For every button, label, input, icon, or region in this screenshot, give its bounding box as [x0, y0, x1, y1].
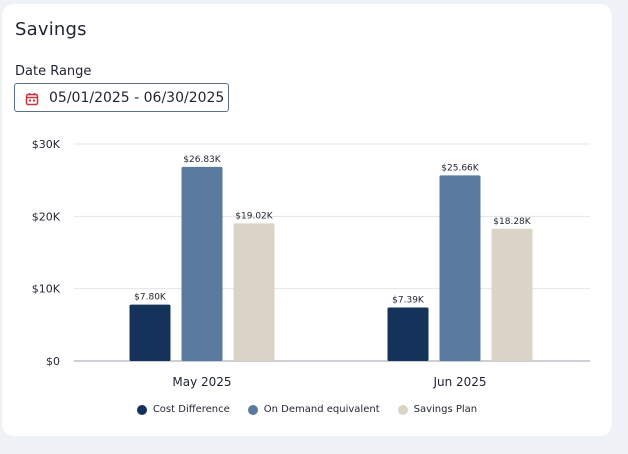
chart-legend: Cost Difference On Demand equivalent Savin…: [2, 404, 612, 415]
bar-data-label: $25.66K: [441, 163, 479, 173]
legend-item-cost-difference[interactable]: Cost Difference: [136, 404, 230, 415]
bar-data-label: $7.39K: [392, 296, 425, 306]
bar-data-label: $18.28K: [493, 217, 531, 227]
legend-item-on-demand-equivalent[interactable]: On Demand equivalent: [247, 404, 380, 415]
savings-card: Savings Date Range 05/01/2025 - 06/30/20…: [2, 4, 612, 436]
y-tick-label: $10K: [32, 283, 61, 296]
bar-on-demand-equivalent: [181, 166, 223, 361]
x-tick-label: May 2025: [172, 375, 231, 389]
bar-data-label: $19.02K: [235, 211, 273, 221]
legend-item-savings-plan[interactable]: Savings Plan: [397, 404, 478, 415]
bar-cost-difference: [129, 304, 171, 361]
bar-savings-plan: [491, 228, 533, 361]
legend-swatch: [136, 404, 147, 415]
date-range-value: 05/01/2025 - 06/30/2025: [49, 89, 225, 106]
card-title: Savings: [15, 19, 87, 40]
legend-label: Cost Difference: [152, 404, 230, 415]
savings-bar-chart: $0 $10K $20K $30K $7.80K $26.83K $19.02K May 20…: [32, 138, 590, 389]
bar-data-label: $7.80K: [134, 293, 167, 303]
calendar-icon: [25, 91, 39, 105]
x-tick-label: Jun 2025: [432, 375, 486, 389]
legend-swatch: [397, 404, 408, 415]
bar-savings-plan: [233, 223, 275, 361]
date-range-label: Date Range: [15, 64, 92, 79]
y-tick-label: $30K: [32, 138, 61, 151]
bar-on-demand-equivalent: [439, 175, 481, 361]
legend-swatch: [247, 404, 258, 415]
legend-label: On Demand equivalent: [263, 404, 380, 415]
y-tick-label: $0: [46, 355, 60, 368]
bar-data-label: $26.83K: [183, 155, 221, 165]
bar-cost-difference: [387, 307, 429, 361]
legend-label: Savings Plan: [413, 404, 478, 415]
date-range-picker[interactable]: 05/01/2025 - 06/30/2025: [14, 83, 229, 112]
y-tick-label: $20K: [32, 210, 61, 223]
